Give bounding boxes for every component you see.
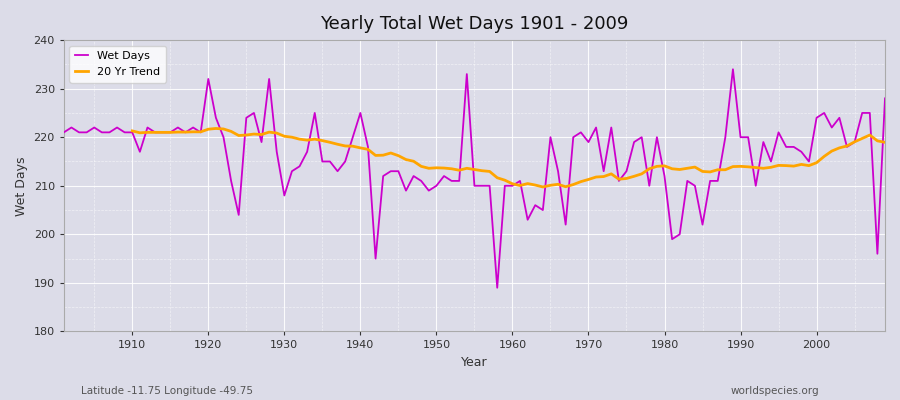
Text: Latitude -11.75 Longitude -49.75: Latitude -11.75 Longitude -49.75 <box>81 386 253 396</box>
X-axis label: Year: Year <box>461 356 488 369</box>
Wet Days <box>120 130 130 135</box>
Wet Days <box>58 130 69 135</box>
Wet Days <box>332 169 343 174</box>
20 Yr Trend <box>537 184 548 189</box>
Wet Days <box>507 183 517 188</box>
Legend: Wet Days, 20 Yr Trend: Wet Days, 20 Yr Trend <box>69 46 166 82</box>
Line: 20 Yr Trend: 20 Yr Trend <box>132 128 885 187</box>
Wet Days <box>606 125 616 130</box>
20 Yr Trend <box>522 181 533 186</box>
Text: worldspecies.org: worldspecies.org <box>731 386 819 396</box>
Wet Days <box>286 169 297 174</box>
20 Yr Trend <box>857 136 868 141</box>
20 Yr Trend <box>879 140 890 145</box>
Y-axis label: Wet Days: Wet Days <box>15 156 28 216</box>
Wet Days <box>515 178 526 183</box>
Wet Days <box>491 285 502 290</box>
20 Yr Trend <box>834 146 845 150</box>
Wet Days <box>727 67 738 72</box>
20 Yr Trend <box>590 175 601 180</box>
Line: Wet Days: Wet Days <box>64 69 885 288</box>
20 Yr Trend <box>310 137 320 142</box>
20 Yr Trend <box>127 128 138 133</box>
20 Yr Trend <box>279 134 290 139</box>
20 Yr Trend <box>211 126 221 131</box>
Title: Yearly Total Wet Days 1901 - 2009: Yearly Total Wet Days 1901 - 2009 <box>320 15 628 33</box>
Wet Days <box>879 96 890 101</box>
